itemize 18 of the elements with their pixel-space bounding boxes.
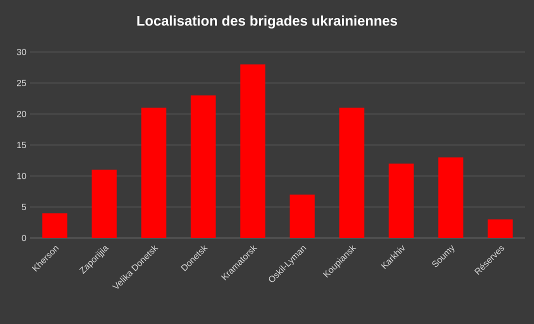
chart-title: Localisation des brigades ukrainiennes (137, 15, 398, 29)
bar (141, 108, 166, 238)
bar (488, 219, 513, 238)
bar (290, 194, 315, 238)
y-tick-label: 10 (17, 172, 26, 180)
y-tick-label: 0 (22, 234, 26, 242)
bar (240, 64, 266, 238)
y-tick-label: 25 (16, 80, 26, 86)
bar (92, 170, 117, 238)
bar (190, 95, 216, 238)
bar (339, 108, 364, 238)
y-tick-label: 30 (16, 48, 26, 56)
y-tick-label: 5 (22, 204, 26, 210)
bar (388, 164, 414, 238)
y-tick-label: 20 (16, 110, 26, 118)
bar (42, 213, 68, 238)
y-tick-label: 15 (17, 142, 26, 148)
bar (438, 157, 464, 238)
